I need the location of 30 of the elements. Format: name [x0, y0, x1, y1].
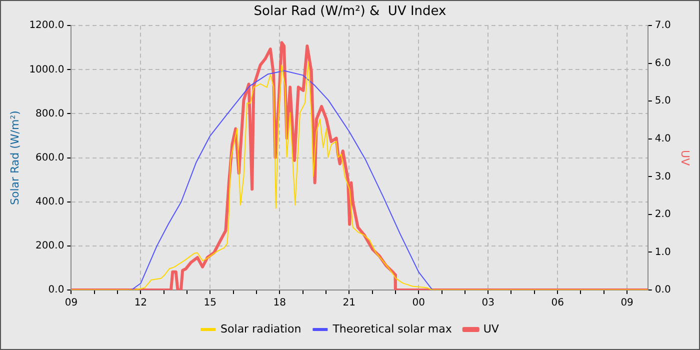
x-tick-label: 21: [342, 298, 356, 309]
y2-tick-label: 6.0: [654, 58, 671, 69]
x-tick-label: 15: [204, 298, 217, 309]
y2-tick-label: 3.0: [654, 171, 671, 182]
legend-label: Solar radiation: [220, 322, 302, 336]
y2-axis-title: UV: [678, 150, 692, 166]
x-tick-label: 00: [412, 298, 425, 309]
y-tick-label: 800.0: [36, 108, 64, 120]
x-tick-label: 09: [64, 298, 78, 309]
y-tick-label: 1000.0: [29, 64, 64, 76]
y2-tick-label: 7.0: [654, 20, 671, 32]
y2-tick-label: 0.0: [654, 284, 671, 296]
x-tick-label: 12: [134, 298, 148, 309]
x-tick-label: 03: [482, 298, 494, 309]
y-tick-label: 1200.0: [29, 20, 64, 32]
y-tick-label: 200.0: [36, 240, 64, 252]
x-tick-label: 09: [620, 298, 634, 309]
y-tick-label: 0.0: [48, 284, 64, 296]
legend-label: Theoretical solar max: [332, 322, 452, 336]
x-tick-label: 06: [551, 298, 564, 309]
y2-tick-label: 4.0: [654, 134, 671, 145]
chart-title: Solar Rad (W/m²) & UV Index: [254, 4, 447, 20]
y-tick-label: 600.0: [36, 152, 64, 164]
y-axis-title: Solar Rad (W/m²): [8, 110, 22, 206]
y2-tick-label: 5.0: [654, 96, 671, 107]
x-tick-label: 18: [273, 298, 286, 309]
y-tick-label: 400.0: [36, 196, 64, 208]
legend-label: UV: [483, 322, 500, 336]
y2-tick-label: 1.0: [654, 246, 671, 258]
y2-tick-label: 2.0: [654, 209, 671, 220]
